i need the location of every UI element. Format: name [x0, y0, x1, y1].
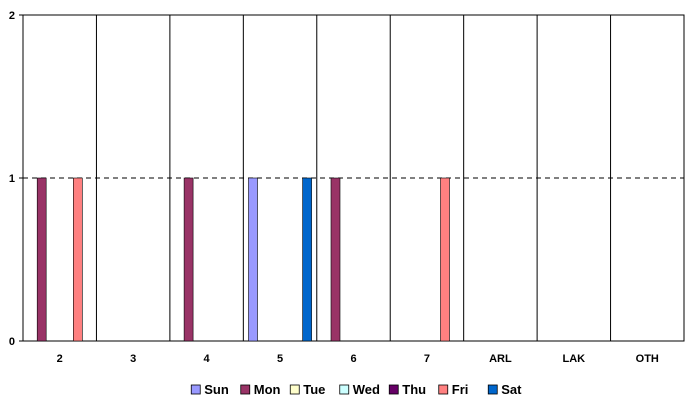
- x-tick-label: ARL: [489, 353, 512, 365]
- bar-mon-4: [184, 178, 193, 341]
- bar-fri-7: [441, 178, 450, 341]
- legend-label-wed: Wed: [353, 382, 380, 397]
- legend-swatch-wed: [340, 385, 349, 394]
- bar-sat-5: [303, 178, 312, 341]
- legend-swatch-fri: [439, 385, 448, 394]
- legend-swatch-thu: [389, 385, 398, 394]
- legend-swatch-mon: [241, 385, 250, 394]
- legend-swatch-sat: [488, 385, 497, 394]
- legend-label-sat: Sat: [501, 382, 522, 397]
- legend-swatch-tue: [290, 385, 299, 394]
- legend-label-fri: Fri: [452, 382, 469, 397]
- legend-label-thu: Thu: [402, 382, 426, 397]
- y-tick-label: 2: [9, 10, 15, 22]
- x-tick-label: LAK: [563, 353, 586, 365]
- bar-mon-2: [37, 178, 46, 341]
- x-tick-label: 4: [204, 353, 211, 365]
- x-tick-label: 5: [277, 353, 283, 365]
- x-tick-label: 3: [130, 353, 136, 365]
- y-tick-label: 1: [9, 173, 15, 185]
- legend: Sun Mon Tue Wed Thu Fri Sat: [191, 382, 522, 397]
- x-tick-label: 2: [57, 353, 63, 365]
- x-tick-label: 7: [424, 353, 430, 365]
- bar-mon-6: [331, 178, 340, 341]
- legend-label-sun: Sun: [204, 382, 229, 397]
- bar-sun-5: [249, 178, 258, 341]
- legend-swatch-sun: [191, 385, 200, 394]
- plot-area: 0 1 2 2 3 4 5 6 7 ARL LAK OTH: [9, 10, 684, 365]
- x-tick-label: 6: [350, 353, 356, 365]
- y-tick-label: 0: [9, 336, 15, 348]
- bar-fri-2: [73, 178, 82, 341]
- legend-label-mon: Mon: [254, 382, 281, 397]
- x-tick-label: OTH: [636, 353, 659, 365]
- legend-label-tue: Tue: [303, 382, 325, 397]
